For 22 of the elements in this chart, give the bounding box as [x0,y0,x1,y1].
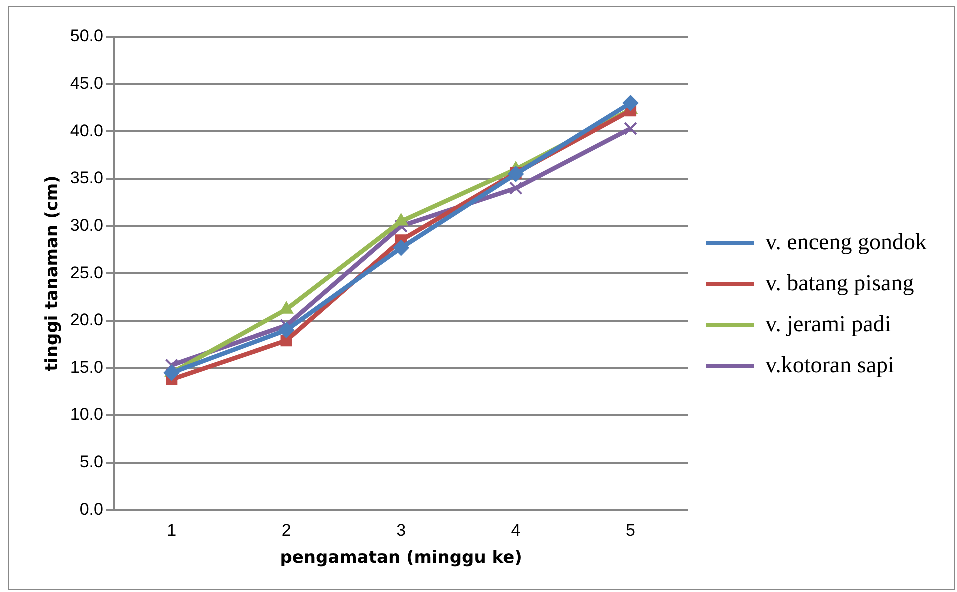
x-axis-title: pengamatan (minggu ke) [280,548,522,568]
y-tick-label: 45.0 [70,74,104,94]
y-tick-label: 20.0 [70,310,104,330]
y-tick-label: 15.0 [70,358,104,377]
y-tick-label: 50.0 [70,26,104,46]
y-tick-label: 30.0 [70,216,104,235]
y-axis-title: tinggi tanaman (cm) [42,176,63,372]
x-tick-label: 5 [626,521,636,540]
y-tick-label: 25.0 [70,263,104,282]
legend-label: v. jerami padi [766,312,892,337]
x-tick-label: 3 [396,521,406,540]
x-tick-label: 1 [167,521,177,540]
x-tick-label: 2 [282,521,292,540]
y-tick-label: 10.0 [70,405,104,424]
y-tick-label: 5.0 [80,452,104,472]
y-tick-label: 40.0 [70,121,104,140]
x-tick-label: 4 [511,521,521,540]
legend-label: v. batang pisang [766,270,915,296]
legend-label: v. enceng gondok [766,230,928,255]
y-tick-label: 0.0 [80,500,104,519]
y-tick-label: 35.0 [70,168,104,188]
legend-label: v.kotoran sapi [766,352,894,378]
